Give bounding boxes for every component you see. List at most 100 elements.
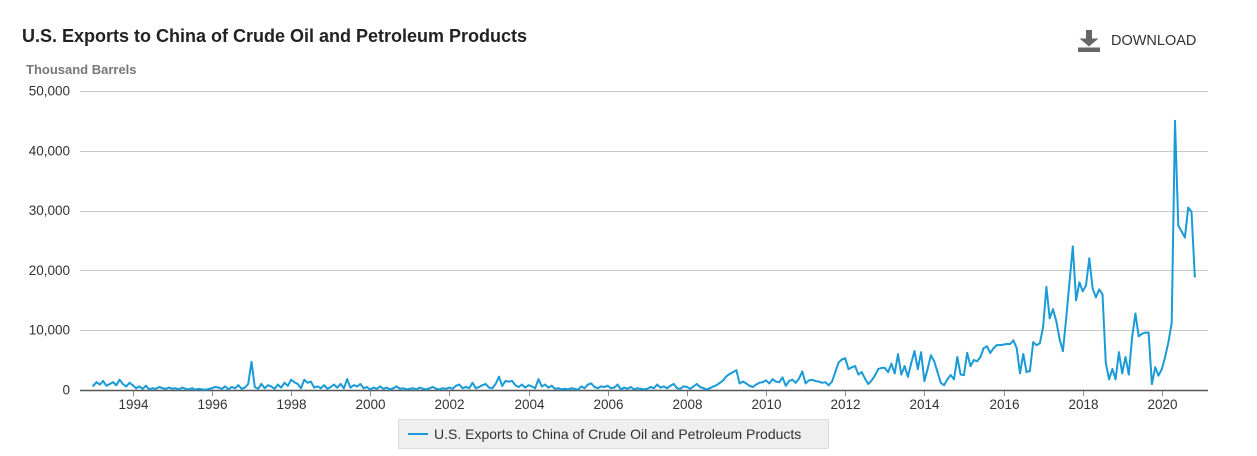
data-point — [1088, 257, 1091, 260]
data-point — [755, 383, 758, 386]
data-point — [349, 386, 352, 389]
data-point — [329, 386, 332, 388]
data-point — [415, 388, 418, 391]
data-point — [267, 384, 269, 387]
data-point — [306, 381, 309, 384]
data-point — [201, 388, 203, 391]
data-point — [857, 373, 860, 376]
data-point — [425, 388, 428, 391]
x-tick-label: 2006 — [593, 397, 623, 412]
data-point — [738, 382, 741, 385]
data-point — [1193, 275, 1196, 278]
data-point — [1009, 343, 1012, 345]
data-point — [230, 386, 233, 388]
data-point — [682, 385, 685, 388]
data-point — [191, 387, 194, 390]
data-point — [151, 387, 154, 390]
data-point — [504, 380, 507, 382]
data-point — [1141, 332, 1143, 335]
data-point — [1117, 351, 1120, 354]
data-point — [979, 356, 982, 359]
data-point — [976, 360, 979, 363]
data-point — [709, 387, 711, 390]
data-point — [544, 383, 547, 386]
data-point — [1101, 293, 1104, 296]
data-point — [900, 373, 903, 376]
data-point — [586, 383, 589, 386]
series-line — [92, 119, 1196, 391]
data-point — [939, 381, 942, 384]
data-point — [633, 388, 636, 391]
data-point — [745, 382, 748, 385]
legend-label: U.S. Exports to China of Crude Oil and P… — [434, 426, 802, 442]
data-point — [613, 386, 616, 389]
data-point — [514, 384, 517, 387]
data-point — [741, 380, 744, 383]
data-point — [659, 386, 662, 389]
x-tick-label: 2002 — [434, 397, 464, 412]
data-point — [1183, 236, 1186, 239]
data-point — [174, 387, 177, 390]
data-point — [702, 387, 705, 390]
data-point — [296, 383, 299, 385]
data-point — [774, 380, 777, 383]
data-point — [1065, 317, 1068, 320]
data-point — [524, 386, 527, 389]
data-point — [916, 368, 919, 371]
data-point — [791, 378, 794, 381]
data-point — [534, 387, 537, 390]
data-point — [626, 387, 629, 390]
data-point — [247, 383, 250, 385]
data-point — [1114, 378, 1117, 381]
data-point — [936, 371, 939, 374]
data-point — [181, 386, 184, 389]
data-point — [385, 386, 388, 389]
data-point — [375, 387, 378, 390]
data-point — [484, 383, 487, 385]
data-point — [923, 380, 926, 382]
data-point — [316, 385, 319, 388]
data-point — [187, 388, 190, 391]
data-point — [880, 366, 883, 369]
data-point — [1167, 341, 1170, 344]
data-point — [441, 387, 444, 390]
data-point — [735, 369, 738, 372]
data-point — [699, 386, 702, 388]
data-point — [1081, 290, 1084, 293]
data-point — [1068, 281, 1071, 284]
data-point — [491, 387, 494, 390]
data-point — [577, 388, 579, 391]
data-point — [105, 384, 108, 387]
data-point — [478, 386, 481, 388]
data-point — [695, 383, 698, 385]
data-point — [448, 386, 451, 389]
data-point — [877, 368, 880, 371]
legend: U.S. Exports to China of Crude Oil and P… — [398, 419, 829, 449]
data-point — [474, 387, 477, 390]
data-point — [969, 365, 972, 368]
data-point — [920, 351, 923, 354]
data-point — [1061, 350, 1064, 353]
data-point — [445, 387, 448, 390]
legend-item[interactable]: U.S. Exports to China of Crude Oil and P… — [399, 420, 801, 448]
data-point — [646, 387, 649, 390]
data-point — [1032, 341, 1035, 344]
data-point — [887, 371, 890, 374]
data-point — [784, 384, 787, 387]
data-point — [1098, 288, 1101, 291]
data-point — [293, 381, 296, 384]
data-point — [398, 387, 401, 390]
data-point — [946, 378, 949, 381]
data-point — [956, 356, 959, 359]
data-point — [300, 387, 302, 390]
y-tick-label: 0 — [62, 383, 70, 398]
data-point — [135, 387, 138, 390]
download-button[interactable]: DOWNLOAD — [1077, 30, 1196, 52]
data-point — [761, 381, 764, 384]
data-point — [1121, 372, 1124, 375]
data-point — [207, 388, 210, 391]
data-point — [553, 387, 556, 390]
data-point — [323, 384, 326, 387]
x-tick-label: 2012 — [830, 397, 860, 412]
download-icon — [1078, 30, 1100, 52]
